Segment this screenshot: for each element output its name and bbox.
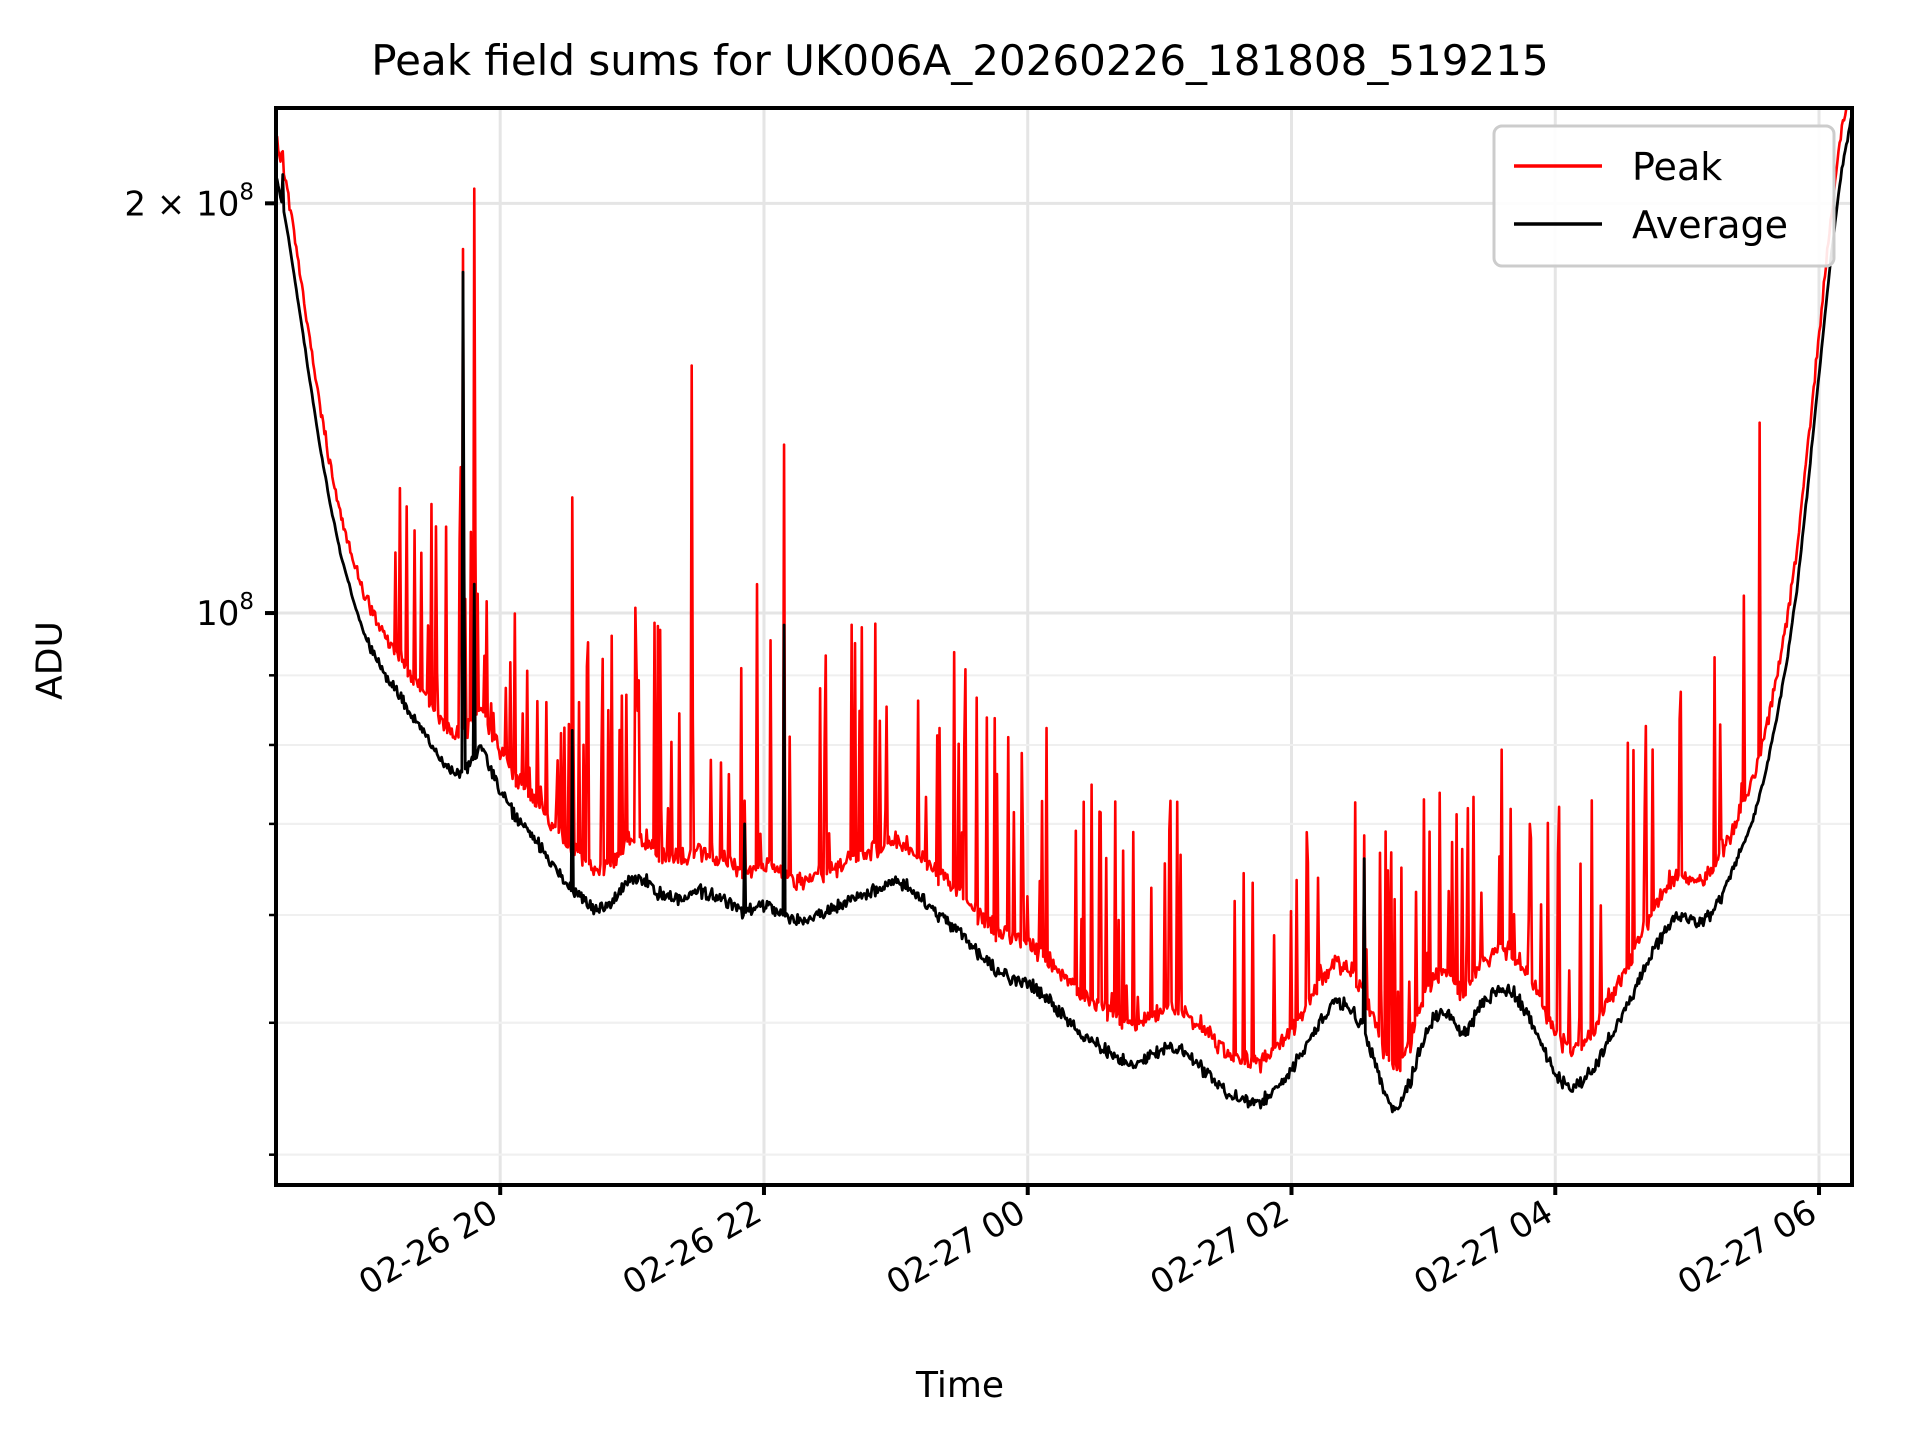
x-tick-label: 02-27 02 <box>1144 1192 1296 1303</box>
x-tick-label: 02-27 00 <box>880 1192 1032 1303</box>
legend-label: Average <box>1632 203 1788 247</box>
y-tick-label: 2 × 108 <box>124 179 254 224</box>
y-tick-labels: 2 × 108 108 <box>124 179 254 634</box>
x-axis-label: Time <box>915 1365 1005 1406</box>
x-tick-label: 02-26 20 <box>352 1192 504 1303</box>
y-tick-label: 108 <box>196 589 254 634</box>
legend-box: Peak Average <box>1492 124 1836 268</box>
legend-label: Peak <box>1632 145 1722 189</box>
series-peak <box>276 108 1852 1074</box>
page-title: Peak field sums for UK006A_20260226_1818… <box>371 36 1549 85</box>
axis-frame <box>265 106 1854 1195</box>
series-average <box>276 114 1852 1114</box>
x-tick-labels: 02-26 20 02-26 22 02-27 00 02-27 02 02-27 04… <box>352 1192 1823 1303</box>
x-tick-label: 02-26 22 <box>616 1192 768 1303</box>
x-tick-label: 02-27 06 <box>1671 1192 1823 1303</box>
x-tick-label: 02-27 04 <box>1407 1192 1559 1303</box>
grid-lines <box>276 108 1852 1185</box>
